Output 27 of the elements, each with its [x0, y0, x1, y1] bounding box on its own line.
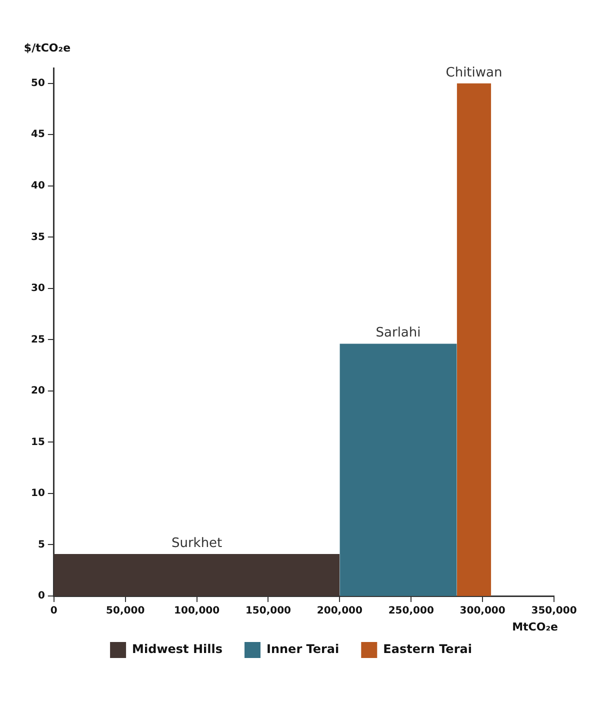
x-tick-label: 200,000 [316, 606, 362, 617]
y-tick-label: 20 [30, 386, 45, 397]
x-tick-label: 300,000 [460, 606, 506, 617]
x-tick-label: 250,000 [388, 606, 434, 617]
y-tick-label: 45 [30, 129, 45, 140]
y-tick-label: 35 [30, 232, 45, 243]
x-tick-label: 150,000 [245, 606, 292, 617]
x-tick-label: 100,000 [174, 606, 220, 617]
y-tick-label: 15 [30, 436, 45, 448]
x-tick-label: 0 [50, 606, 58, 617]
annotation: Surkhet [171, 536, 222, 551]
legend-label: Midwest Hills [132, 642, 222, 656]
y-tick-label: 10 [30, 488, 45, 500]
annotation: Chitiwan [446, 65, 502, 80]
y-tick-label: 50 [30, 78, 45, 89]
x-tick-label: 50,000 [106, 606, 145, 617]
y-axis-title: $/tCO₂e [24, 41, 71, 54]
y-tick-label: 0 [38, 590, 45, 602]
legend-label: Inner Terai [266, 642, 340, 656]
x-axis-title: MtCO₂e [512, 620, 558, 634]
x-tick-label: 350,000 [531, 606, 577, 617]
y-tick-label: 30 [30, 283, 45, 294]
y-tick-label: 5 [38, 539, 45, 550]
y-tick-label: 25 [30, 334, 45, 346]
y-tick-label: 40 [30, 180, 45, 192]
legend-label: Eastern Terai [383, 642, 472, 656]
annotation: Sarlahi [376, 326, 421, 341]
